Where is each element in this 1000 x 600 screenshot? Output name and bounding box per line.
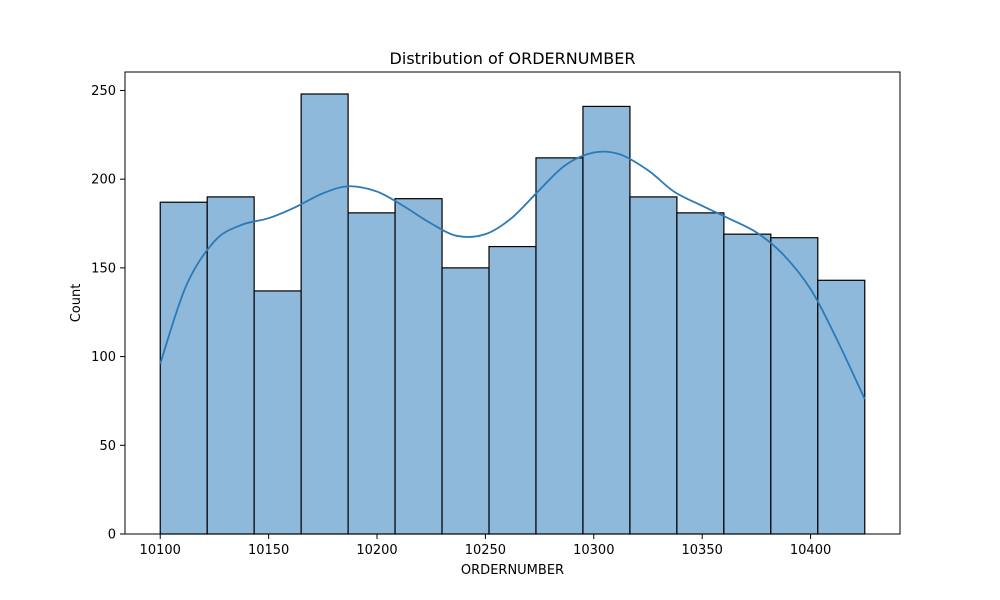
y-tick-label: 200 bbox=[91, 173, 116, 188]
histogram-bar-4 bbox=[300, 93, 349, 535]
histogram-bar-9 bbox=[535, 157, 584, 535]
x-tick-label: 10150 bbox=[248, 543, 289, 558]
x-axis-ticks: 10100 10150 10200 10250 10300 10350 10400 bbox=[140, 534, 831, 558]
histogram-bar-2 bbox=[206, 196, 255, 535]
y-tick-label: 150 bbox=[91, 261, 116, 276]
x-tick-label: 10200 bbox=[356, 543, 397, 558]
y-axis-ticks: 0 50 100 150 200 250 bbox=[91, 84, 125, 543]
x-tick-label: 10300 bbox=[573, 543, 614, 558]
histogram-bar-6 bbox=[394, 198, 443, 535]
x-axis-label: ORDERNUMBER bbox=[461, 563, 564, 578]
y-tick-label: 0 bbox=[108, 528, 116, 543]
histogram-bars bbox=[159, 93, 866, 535]
histogram-bar-1 bbox=[159, 201, 208, 535]
histogram-bar-8 bbox=[488, 245, 537, 535]
histogram-bar-15 bbox=[817, 279, 866, 535]
y-tick-label: 100 bbox=[91, 350, 116, 365]
plot-area-frame bbox=[124, 71, 901, 535]
x-tick-label: 10350 bbox=[682, 543, 723, 558]
histogram-bar-13 bbox=[723, 233, 772, 535]
histogram-bar-10 bbox=[582, 105, 631, 535]
y-axis-label: Count bbox=[69, 284, 84, 323]
x-tick-label: 10100 bbox=[140, 543, 181, 558]
histogram-bar-11 bbox=[629, 196, 678, 535]
histogram-bar-12 bbox=[676, 212, 725, 535]
histogram-bar-7 bbox=[441, 267, 490, 535]
histogram-bar-14 bbox=[770, 237, 819, 535]
chart-title: Distribution of ORDERNUMBER bbox=[390, 49, 636, 68]
kde-curve bbox=[159, 150, 866, 400]
y-tick-label: 250 bbox=[91, 84, 116, 99]
y-tick-label: 50 bbox=[99, 439, 116, 454]
x-tick-label: 10250 bbox=[465, 543, 506, 558]
histogram-bar-5 bbox=[347, 212, 396, 535]
x-tick-label: 10400 bbox=[790, 543, 831, 558]
histogram-bar-3 bbox=[253, 290, 302, 535]
